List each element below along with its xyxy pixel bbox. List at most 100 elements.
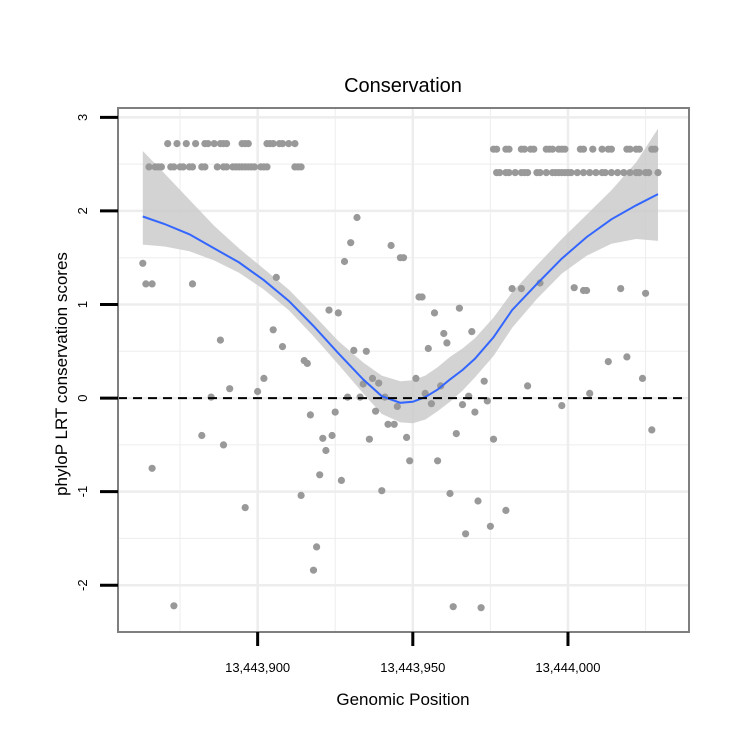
data-point [412, 374, 420, 382]
data-point [325, 306, 333, 314]
data-point [170, 602, 178, 610]
data-point [406, 457, 414, 465]
data-point [319, 434, 327, 442]
data-point [269, 326, 277, 334]
data-point [607, 145, 616, 153]
data-point [148, 280, 156, 288]
data-point [496, 169, 504, 177]
data-point [254, 387, 262, 396]
data-point [536, 169, 544, 177]
data-point [493, 145, 501, 153]
data-point [170, 163, 178, 171]
data-point [558, 402, 566, 410]
data-point [458, 401, 467, 409]
data-point [483, 397, 491, 405]
data-point [446, 489, 454, 498]
data-point [216, 336, 224, 344]
data-point [620, 169, 628, 177]
data-point [548, 145, 557, 153]
data-point [598, 145, 606, 153]
data-point [589, 145, 597, 153]
data-point [390, 420, 398, 428]
data-point [306, 411, 314, 419]
data-point [179, 163, 187, 171]
data-point [157, 163, 165, 171]
data-point [524, 169, 532, 177]
panel-border [117, 107, 690, 633]
data-point [648, 426, 656, 434]
data-point [241, 504, 249, 512]
data-point [303, 359, 311, 367]
data-point [505, 169, 513, 177]
data-point [260, 374, 268, 382]
data-point [443, 339, 451, 347]
data-point [592, 169, 600, 177]
smooth-line-layer [142, 193, 659, 404]
data-point [508, 285, 516, 293]
confidence-ribbon [142, 128, 659, 424]
data-point [638, 374, 647, 382]
data-point [223, 163, 231, 171]
x-tick-label: 13,444,000 [535, 660, 600, 675]
data-point [164, 140, 172, 148]
data-point [269, 140, 277, 148]
data-point [520, 145, 529, 153]
data-point [489, 435, 498, 443]
data-point [173, 140, 181, 148]
data-point [607, 169, 616, 177]
data-point [561, 145, 569, 153]
data-point [530, 145, 538, 153]
data-point [567, 169, 575, 177]
axis-ticks: 13,443,900 13,443,950 13,444,000 -2 -1 0 1 2 3 [75, 114, 601, 675]
data-point [340, 257, 349, 266]
y-tick-label: 0 [75, 394, 90, 401]
data-point [213, 163, 221, 171]
data-point [393, 402, 401, 411]
data-point [297, 163, 305, 171]
confidence-ribbon-layer [142, 128, 659, 424]
data-point [226, 385, 234, 393]
data-point [474, 497, 482, 505]
data-point [635, 145, 643, 153]
data-point [586, 389, 594, 397]
data-point [626, 169, 634, 177]
data-point [579, 145, 588, 153]
data-point [642, 289, 650, 297]
data-point [334, 309, 342, 317]
data-point [430, 309, 439, 317]
data-point [353, 213, 361, 222]
data-point [471, 408, 479, 416]
x-tick-label: 13,443,900 [225, 660, 290, 675]
data-point [365, 435, 373, 443]
y-tick-label: 1 [75, 301, 90, 308]
grid [118, 108, 689, 633]
data-point [601, 169, 609, 177]
data-point [399, 254, 408, 262]
data-point [182, 140, 190, 148]
data-point [573, 169, 581, 177]
data-point [278, 343, 287, 351]
y-tick-label: 3 [75, 114, 90, 121]
data-point [244, 140, 252, 148]
y-tick-label: 2 [75, 207, 90, 214]
data-point [480, 377, 488, 385]
data-point [322, 446, 330, 455]
data-point [440, 329, 448, 338]
data-point [192, 140, 200, 148]
data-point [614, 169, 622, 177]
data-point [309, 566, 318, 574]
data-point [331, 408, 339, 416]
data-point [204, 140, 212, 148]
data-point [623, 353, 631, 361]
data-point [651, 145, 659, 153]
data-point [452, 430, 460, 438]
data-point [387, 241, 395, 250]
data-point [201, 163, 209, 171]
data-point [449, 603, 457, 611]
data-point [250, 163, 259, 171]
data-point [645, 169, 653, 177]
x-tick-label: 13,443,950 [380, 660, 445, 675]
loess-line [142, 193, 659, 404]
data-point [378, 487, 386, 495]
